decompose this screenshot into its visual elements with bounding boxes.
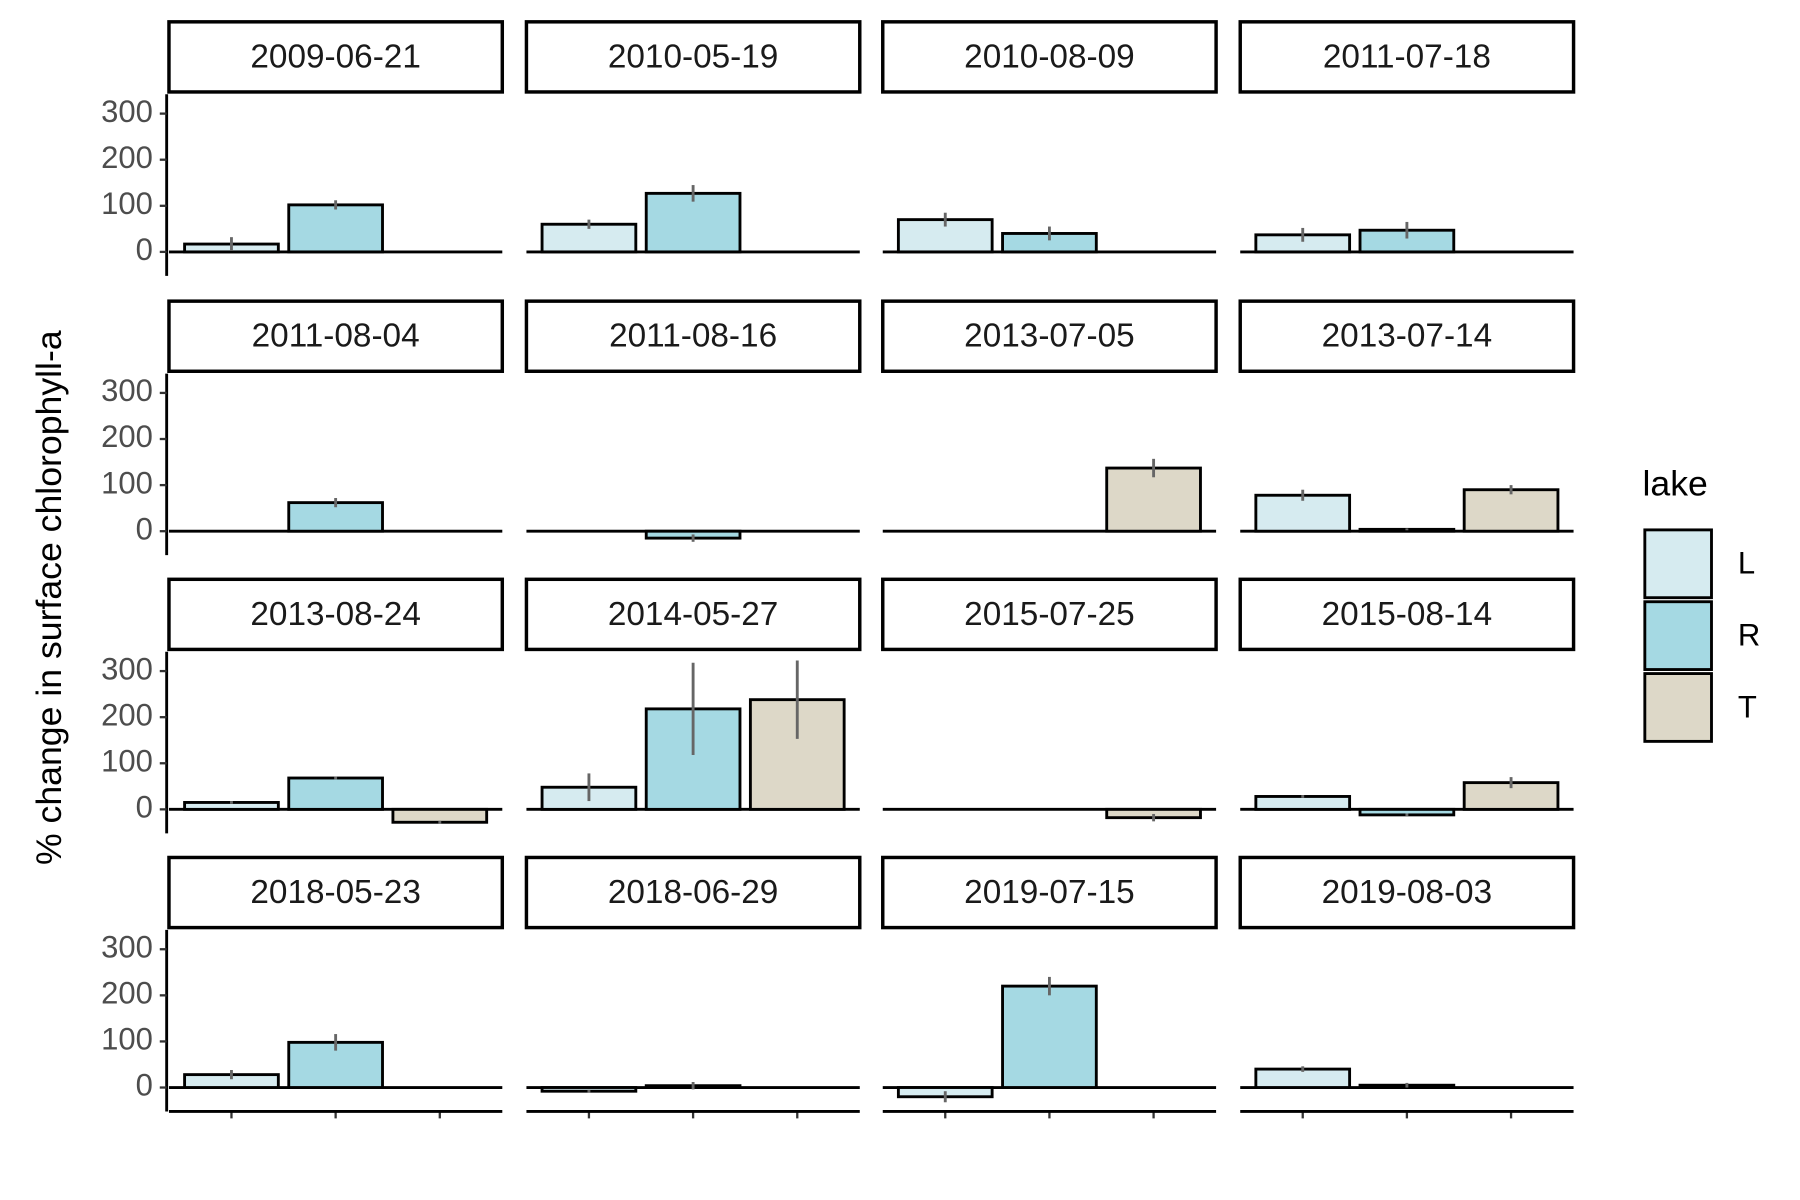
strip <box>524 855 862 930</box>
bar <box>1254 1067 1352 1089</box>
strip <box>881 577 1218 652</box>
strip <box>167 299 505 373</box>
strip <box>881 20 1218 94</box>
bar <box>391 807 489 824</box>
y-tick-label: 200 <box>101 976 153 1011</box>
y-tick-label: 200 <box>101 697 153 732</box>
y-tick-label: 0 <box>136 1068 153 1103</box>
y-tick-label: 100 <box>101 465 153 500</box>
y-tick-label: 300 <box>101 373 153 408</box>
strip <box>1238 855 1576 930</box>
strip <box>1238 299 1576 373</box>
y-tick-label: 100 <box>101 1022 153 1057</box>
strip <box>524 577 862 652</box>
facet-title: 2019-07-15 <box>964 874 1134 911</box>
legend-key <box>1643 528 1713 600</box>
legend-title: lake <box>1643 464 1708 504</box>
bar <box>1462 488 1560 533</box>
y-tick-label: 0 <box>136 232 153 267</box>
y-tick-label: 100 <box>101 743 153 778</box>
y-tick-label: 300 <box>101 94 153 129</box>
legend-label: L <box>1738 546 1755 581</box>
facet-title: 2015-08-14 <box>1322 596 1492 633</box>
facet-title: 2013-07-14 <box>1322 318 1492 355</box>
strip <box>524 299 862 373</box>
bar <box>287 501 384 533</box>
strip <box>1238 20 1576 94</box>
legend-label: R <box>1738 618 1760 653</box>
y-tick-label: 300 <box>101 651 153 686</box>
y-tick-label: 300 <box>101 929 153 964</box>
y-tick-label: 0 <box>136 790 153 825</box>
facet-title: 2013-07-05 <box>964 318 1134 355</box>
y-tick-label: 0 <box>136 511 153 546</box>
facet-title: 2010-05-19 <box>608 38 778 75</box>
facet-title: 2011-07-18 <box>1323 38 1491 75</box>
strip <box>167 577 505 652</box>
y-tick-label: 100 <box>101 186 153 221</box>
facet-title: 2011-08-16 <box>609 318 777 355</box>
bar <box>1001 984 1098 1089</box>
facet-title: 2015-07-25 <box>964 596 1134 633</box>
strip <box>881 299 1218 373</box>
bar <box>287 776 384 811</box>
facet-title: 2018-06-29 <box>608 874 778 911</box>
strip <box>881 855 1218 930</box>
strip <box>167 855 505 930</box>
facet-title: 2018-05-23 <box>250 874 420 911</box>
bar <box>1105 466 1202 533</box>
y-tick-label: 200 <box>101 419 153 454</box>
bar <box>1254 493 1352 533</box>
facet-title: 2014-05-27 <box>608 596 778 633</box>
legend-label: T <box>1738 689 1757 724</box>
bar <box>644 191 742 254</box>
facet-title: 2010-08-09 <box>964 38 1134 75</box>
legend-key <box>1643 600 1713 671</box>
facet-title: 2019-08-03 <box>1322 874 1492 911</box>
facet-title: 2013-08-24 <box>250 596 420 633</box>
legend-key <box>1643 672 1713 743</box>
y-axis-label: % change in surface chlorophyll-a <box>29 330 69 865</box>
y-tick-label: 200 <box>101 140 153 175</box>
strip <box>167 20 505 94</box>
facet-title: 2011-08-04 <box>252 318 420 355</box>
facet-title: 2009-06-21 <box>250 38 420 75</box>
bar <box>1254 795 1352 811</box>
bar <box>287 203 384 254</box>
strip <box>1238 577 1576 652</box>
strip <box>524 20 862 94</box>
